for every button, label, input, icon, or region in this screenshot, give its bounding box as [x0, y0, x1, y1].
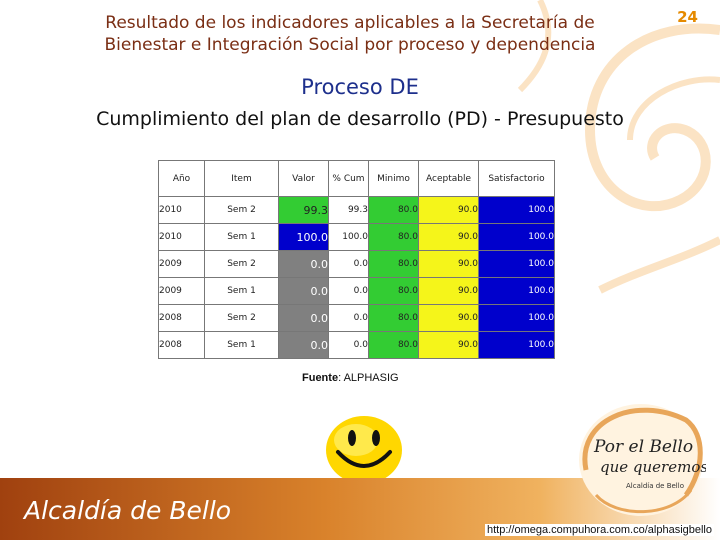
cell-year: 2008 — [158, 304, 205, 332]
cell-minimo: 80.0 — [368, 304, 419, 332]
cell-item: Sem 1 — [204, 331, 279, 359]
table-row: 2010 Sem 1 100.0 100.0 80.0 90.0 100.0 — [158, 223, 555, 251]
cell-satisfactorio: 100.0 — [478, 196, 555, 224]
smiley-face-icon — [320, 410, 408, 488]
page-number: 24 — [677, 8, 698, 26]
table-row: 2009 Sem 1 0.0 0.0 80.0 90.0 100.0 — [158, 277, 555, 305]
logo-line-3: Alcaldía de Bello — [626, 482, 684, 490]
process-subtitle: Proceso DE — [301, 75, 419, 99]
por-el-bello-logo: Por el Bello que queremos Alcaldía de Be… — [579, 404, 706, 516]
slide-title: Resultado de los indicadores aplicables … — [40, 12, 660, 56]
footer-brand: Alcaldía de Bello — [24, 496, 232, 525]
cell-aceptable: 90.0 — [418, 331, 479, 359]
header-aceptable: Aceptable — [418, 160, 479, 197]
cell-valor: 0.0 — [278, 304, 329, 332]
table-row: 2010 Sem 2 99.3 99.3 80.0 90.0 100.0 — [158, 196, 555, 224]
cell-cum: 0.0 — [328, 277, 369, 305]
decorative-swirl — [517, 0, 720, 294]
table-row: 2009 Sem 2 0.0 0.0 80.0 90.0 100.0 — [158, 250, 555, 278]
cell-cum: 0.0 — [328, 304, 369, 332]
cell-satisfactorio: 100.0 — [478, 277, 555, 305]
cell-item: Sem 1 — [204, 277, 279, 305]
cell-valor: 99.3 — [278, 196, 329, 224]
cell-year: 2009 — [158, 277, 205, 305]
cell-year: 2010 — [158, 223, 205, 251]
cell-aceptable: 90.0 — [418, 277, 479, 305]
cell-cum: 0.0 — [328, 331, 369, 359]
source-value: : ALPHASIG — [338, 372, 399, 384]
cell-valor: 100.0 — [278, 223, 329, 251]
table-header-row: Año Item Valor % Cum Minimo Aceptable Sa… — [158, 160, 555, 197]
header-satisfactorio: Satisfactorio — [478, 160, 555, 197]
title-line-2: Bienestar e Integración Social por proce… — [104, 35, 596, 55]
cell-minimo: 80.0 — [368, 223, 419, 251]
cell-cum: 100.0 — [328, 223, 369, 251]
cell-item: Sem 2 — [204, 250, 279, 278]
cell-minimo: 80.0 — [368, 277, 419, 305]
source-url-link[interactable]: http://omega.compuhora.com.co/alphasigbe… — [484, 524, 714, 536]
logo-line-2: que queremos — [600, 458, 706, 476]
cell-satisfactorio: 100.0 — [478, 304, 555, 332]
cell-year: 2008 — [158, 331, 205, 359]
cell-aceptable: 90.0 — [418, 223, 479, 251]
cell-minimo: 80.0 — [368, 250, 419, 278]
header-valor: Valor — [278, 160, 329, 197]
header-minimo: Minimo — [368, 160, 419, 197]
cell-year: 2010 — [158, 196, 205, 224]
cell-cum: 99.3 — [328, 196, 369, 224]
cell-satisfactorio: 100.0 — [478, 250, 555, 278]
source-note: Fuente: ALPHASIG — [302, 372, 399, 384]
cell-valor: 0.0 — [278, 331, 329, 359]
header-year: Año — [158, 160, 205, 197]
cell-cum: 0.0 — [328, 250, 369, 278]
cell-item: Sem 2 — [204, 196, 279, 224]
header-item: Item — [204, 160, 279, 197]
cell-satisfactorio: 100.0 — [478, 331, 555, 359]
source-label: Fuente — [302, 372, 339, 384]
cell-valor: 0.0 — [278, 277, 329, 305]
table-row: 2008 Sem 1 0.0 0.0 80.0 90.0 100.0 — [158, 331, 555, 359]
cell-item: Sem 2 — [204, 304, 279, 332]
indicator-table: Año Item Valor % Cum Minimo Aceptable Sa… — [158, 160, 555, 359]
cell-aceptable: 90.0 — [418, 304, 479, 332]
cell-aceptable: 90.0 — [418, 196, 479, 224]
cell-item: Sem 1 — [204, 223, 279, 251]
indicator-heading: Cumplimiento del plan de desarrollo (PD)… — [96, 108, 624, 130]
cell-satisfactorio: 100.0 — [478, 223, 555, 251]
logo-line-1: Por el Bello — [593, 437, 693, 457]
cell-year: 2009 — [158, 250, 205, 278]
cell-minimo: 80.0 — [368, 196, 419, 224]
table-row: 2008 Sem 2 0.0 0.0 80.0 90.0 100.0 — [158, 304, 555, 332]
header-cum: % Cum — [328, 160, 369, 197]
title-line-1: Resultado de los indicadores aplicables … — [105, 13, 595, 33]
cell-valor: 0.0 — [278, 250, 329, 278]
cell-aceptable: 90.0 — [418, 250, 479, 278]
cell-minimo: 80.0 — [368, 331, 419, 359]
